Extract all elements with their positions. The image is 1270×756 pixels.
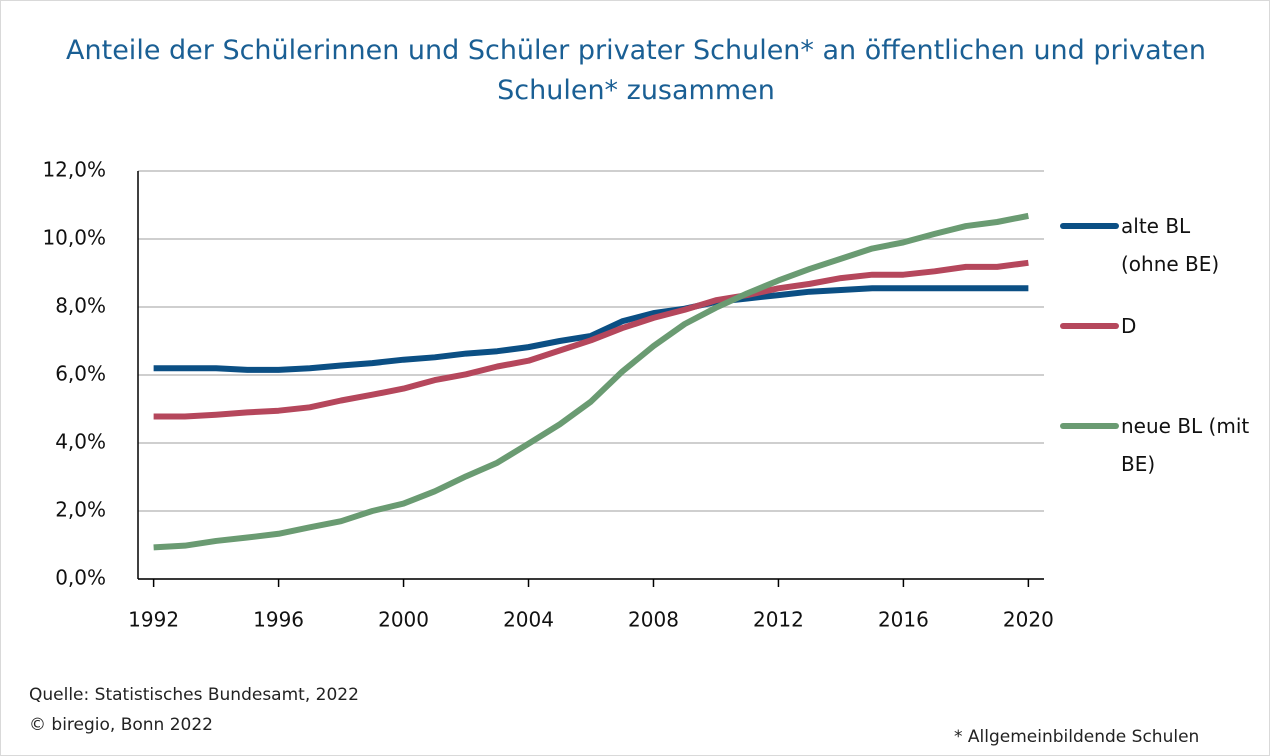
y-tick-label: 6,0% xyxy=(55,362,106,386)
legend-label: D xyxy=(1121,314,1137,338)
x-tick-label: 2016 xyxy=(878,608,929,632)
x-tick-label: 1992 xyxy=(128,608,179,632)
x-tick-label: 1996 xyxy=(253,608,304,632)
line-series xyxy=(153,212,1029,551)
footnote: * Allgemeinbildende Schulen xyxy=(954,727,1200,747)
line-series xyxy=(153,259,1029,420)
y-tick-label: 10,0% xyxy=(42,226,106,250)
source: Quelle: Statistisches Bundesamt, 2022 xyxy=(29,685,359,705)
y-tick-label: 0,0% xyxy=(55,566,106,590)
x-tick-label: 2008 xyxy=(628,608,679,632)
chart-title: Anteile der Schülerinnen und Schüler pri… xyxy=(66,35,1206,106)
legend-label: neue BL (mit BE) xyxy=(1121,414,1250,476)
x-tick-label: 2000 xyxy=(378,608,429,632)
x-tick-label: 2004 xyxy=(503,608,554,632)
y-tick-label: 8,0% xyxy=(55,294,106,318)
legend-label: alte BL (ohne BE) xyxy=(1121,214,1220,276)
x-tick-label: 2012 xyxy=(753,608,804,632)
y-tick-label: 12,0% xyxy=(42,158,106,182)
copyright: © biregio, Bonn 2022 xyxy=(29,715,213,735)
line-series xyxy=(153,285,1029,373)
y-tick-label: 2,0% xyxy=(55,498,106,522)
y-tick-label: 4,0% xyxy=(55,430,106,454)
x-tick-label: 2020 xyxy=(1003,608,1054,632)
